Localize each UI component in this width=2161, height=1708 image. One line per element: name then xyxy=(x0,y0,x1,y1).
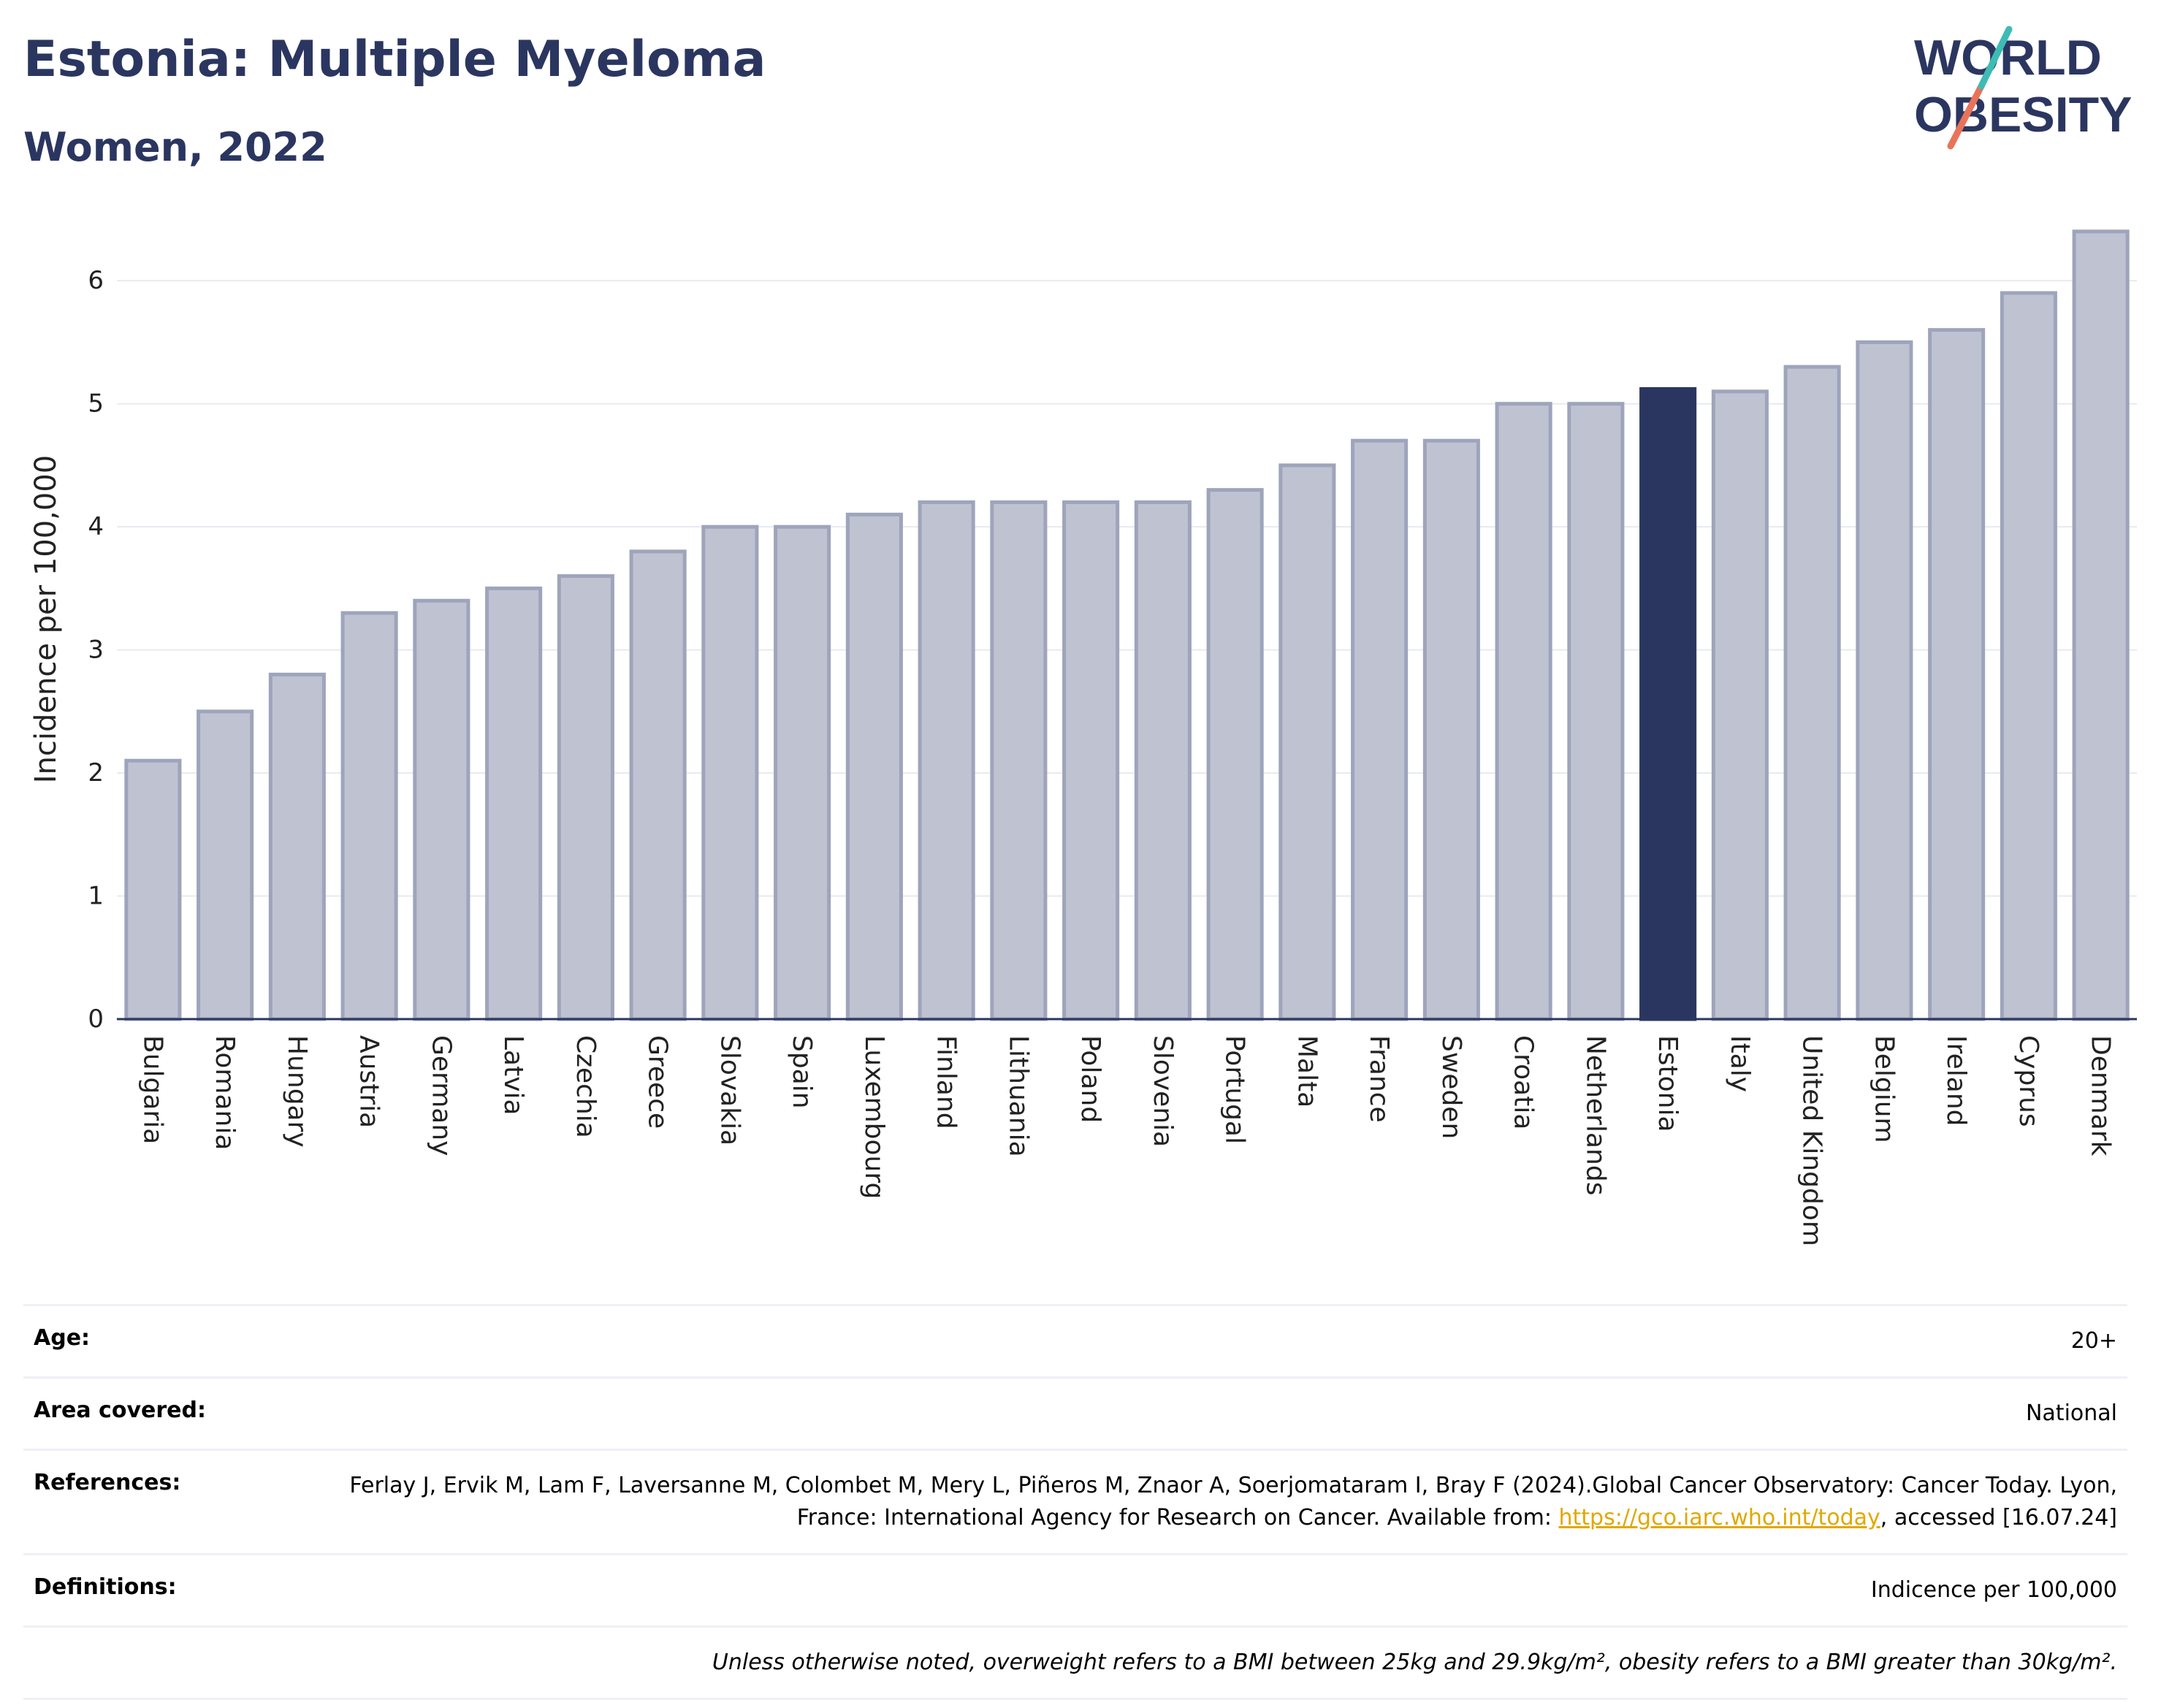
x-tick-label: Sweden xyxy=(1436,1035,1466,1139)
references-link[interactable]: https://gco.iarc.who.int/today xyxy=(1558,1505,1880,1530)
age-label: Age: xyxy=(34,1325,91,1351)
bar-ireland xyxy=(1928,328,1986,1021)
bmi-note: Unless otherwise noted, overweight refer… xyxy=(712,1650,2117,1675)
age-value: 20+ xyxy=(2070,1328,2117,1354)
references-value: Ferlay J, Ervik M, Lam F, Laversanne M, … xyxy=(291,1470,2117,1534)
bar-chart: 0 1 2 3 4 5 6 Incidence per 100,000 Bulgaria Roma… xyxy=(29,229,2137,1246)
bar-greece xyxy=(629,549,687,1021)
area-value: National xyxy=(2025,1400,2117,1426)
bar-estonia xyxy=(1639,386,1697,1021)
age-row: Age: 20+ xyxy=(23,1304,2127,1376)
bar-latvia xyxy=(485,586,543,1021)
bar-italy xyxy=(1711,389,1769,1021)
x-tick-label: Bulgaria xyxy=(137,1035,167,1144)
bar-croatia xyxy=(1495,402,1552,1021)
x-tick-label: Poland xyxy=(1075,1035,1105,1123)
x-tick-label: Slovakia xyxy=(714,1035,744,1145)
bar-sweden xyxy=(1422,438,1480,1021)
bar-netherlands xyxy=(1567,402,1625,1021)
x-tick-label: Greece xyxy=(643,1035,673,1129)
logo-line2: OBESITY xyxy=(1914,87,2133,142)
page-title: Estonia: Multiple Myeloma xyxy=(23,31,766,88)
bar-denmark xyxy=(2072,229,2130,1021)
page-subtitle: Women, 2022 xyxy=(23,124,327,170)
bar-slovakia xyxy=(701,525,759,1021)
x-tick-label: Finland xyxy=(931,1035,961,1129)
y-tick-label: 4 xyxy=(88,512,104,541)
x-tick-label: France xyxy=(1364,1035,1394,1123)
bar-hungary xyxy=(268,672,326,1021)
area-label: Area covered: xyxy=(34,1398,206,1423)
x-tick-label: Netherlands xyxy=(1580,1035,1610,1195)
x-tick-label: Romania xyxy=(210,1035,240,1150)
x-tick-label: Croatia xyxy=(1509,1035,1539,1129)
bar-portugal xyxy=(1206,488,1264,1021)
area-row: Area covered: National xyxy=(23,1376,2127,1449)
x-tick-label: Spain xyxy=(787,1035,817,1109)
definitions-value: Indicence per 100,000 xyxy=(1870,1577,2117,1603)
x-tick-label: Austria xyxy=(354,1035,384,1128)
references-label: References: xyxy=(34,1470,181,1495)
logo-slash-teal xyxy=(1978,26,2013,90)
bar-cyprus xyxy=(2000,291,2057,1021)
y-tick-label: 0 xyxy=(88,1004,104,1034)
bar-romania xyxy=(197,709,254,1021)
bar-finland xyxy=(918,500,975,1021)
bar-austria xyxy=(340,611,398,1021)
y-tick-label: 5 xyxy=(88,389,104,419)
bar-czechia xyxy=(557,574,614,1021)
bar-germany xyxy=(413,598,470,1021)
bar-slovenia xyxy=(1134,500,1192,1021)
metadata-table: Age: 20+ Area covered: National Referenc… xyxy=(23,1304,2127,1700)
bar-spain xyxy=(774,525,831,1021)
x-tick-label: Slovenia xyxy=(1148,1035,1178,1147)
x-tick-label: Lithuania xyxy=(1003,1035,1033,1157)
x-tick-label: Hungary xyxy=(282,1035,312,1148)
y-tick-label: 1 xyxy=(88,882,104,911)
x-tick-label: Estonia xyxy=(1653,1035,1682,1132)
logo-line1: WORLD xyxy=(1914,30,2102,85)
logo-slash-red xyxy=(1947,83,1985,150)
x-tick-label: Cyprus xyxy=(2013,1035,2043,1127)
bar-lithuania xyxy=(990,500,1048,1021)
x-tick-label: Malta xyxy=(1292,1035,1322,1107)
x-tick-label: Denmark xyxy=(2086,1035,2116,1156)
bar-united-kingdom xyxy=(1783,365,1841,1021)
x-tick-label: Luxembourg xyxy=(859,1035,889,1199)
definitions-row: Definitions: Indicence per 100,000 xyxy=(23,1553,2127,1625)
references-text-1: Ferlay J, Ervik M, Lam F, Laversanne M, … xyxy=(349,1473,2117,1530)
x-tick-label: Ireland xyxy=(1941,1035,1971,1126)
x-tick-label: Czechia xyxy=(571,1035,601,1138)
note-row: Unless otherwise noted, overweight refer… xyxy=(23,1625,2127,1700)
world-obesity-logo: WORLD OBESITY xyxy=(1914,26,2133,150)
y-tick-label: 2 xyxy=(88,758,104,788)
references-row: References: Ferlay J, Ervik M, Lam F, La… xyxy=(23,1449,2127,1553)
y-tick-label: 3 xyxy=(88,636,104,665)
bar-malta xyxy=(1278,463,1336,1021)
y-tick-label: 6 xyxy=(88,266,104,295)
x-tick-label: United Kingdom xyxy=(1797,1035,1827,1246)
x-tick-label: Italy xyxy=(1725,1035,1755,1092)
bar-luxembourg xyxy=(845,512,903,1021)
bar-france xyxy=(1351,438,1409,1021)
references-text-2: , accessed [16.07.24] xyxy=(1880,1505,2117,1530)
definitions-label: Definitions: xyxy=(34,1574,177,1600)
bar-belgium xyxy=(1856,340,1913,1021)
x-tick-label: Latvia xyxy=(498,1035,528,1116)
x-tick-label: Portugal xyxy=(1220,1035,1250,1144)
x-tick-label: Belgium xyxy=(1869,1035,1899,1143)
x-tick-label: Germany xyxy=(426,1035,456,1156)
bar-poland xyxy=(1062,500,1120,1021)
bar-bulgaria xyxy=(124,758,182,1021)
y-axis-label: Incidence per 100,000 xyxy=(29,455,63,784)
